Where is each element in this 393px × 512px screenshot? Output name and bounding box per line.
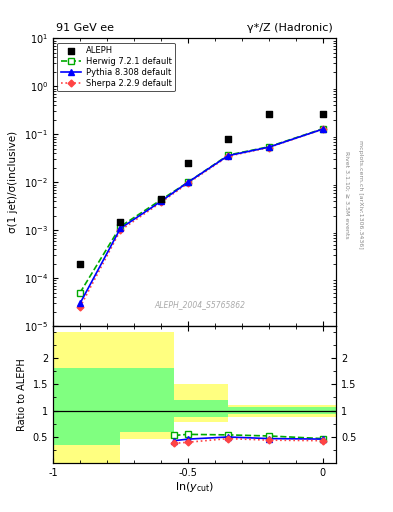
ALEPH (158, 195, 164, 203)
Sherpa 2.2.9 default (320, 126, 325, 133)
Sherpa 2.2.9 default (185, 180, 190, 186)
Herwig 7.2.1 default (185, 179, 190, 185)
Herwig 7.2.1 default (118, 223, 123, 229)
ALEPH (117, 218, 123, 226)
Pythia 8.308 default (320, 126, 325, 132)
Line: Sherpa 2.2.9 default: Sherpa 2.2.9 default (77, 127, 325, 310)
Pythia 8.308 default (185, 179, 190, 185)
Y-axis label: Ratio to ALEPH: Ratio to ALEPH (17, 358, 27, 431)
Pythia 8.308 default (158, 198, 163, 204)
Text: Rivet 3.1.10; ≥ 3.5M events: Rivet 3.1.10; ≥ 3.5M events (344, 151, 349, 239)
Text: mcplots.cern.ch [arXiv:1306.3436]: mcplots.cern.ch [arXiv:1306.3436] (358, 140, 363, 249)
Text: γ*/Z (Hadronic): γ*/Z (Hadronic) (248, 23, 333, 33)
ALEPH (266, 110, 272, 118)
Herwig 7.2.1 default (266, 144, 271, 150)
Herwig 7.2.1 default (320, 126, 325, 132)
Sherpa 2.2.9 default (226, 153, 231, 159)
Y-axis label: σ(1 jet)/σ(inclusive): σ(1 jet)/σ(inclusive) (8, 131, 18, 233)
Herwig 7.2.1 default (226, 152, 231, 158)
Sherpa 2.2.9 default (78, 304, 83, 310)
ALEPH (185, 159, 191, 167)
Line: Herwig 7.2.1 default: Herwig 7.2.1 default (77, 126, 325, 295)
Text: ALEPH_2004_S5765862: ALEPH_2004_S5765862 (155, 300, 246, 309)
ALEPH (77, 260, 83, 268)
Sherpa 2.2.9 default (118, 227, 123, 233)
Herwig 7.2.1 default (78, 290, 83, 296)
Sherpa 2.2.9 default (158, 200, 163, 206)
Sherpa 2.2.9 default (266, 144, 271, 151)
X-axis label: $\ln(y_{\rm cut})$: $\ln(y_{\rm cut})$ (175, 480, 214, 494)
ALEPH (225, 135, 231, 143)
Pythia 8.308 default (78, 301, 83, 307)
Pythia 8.308 default (226, 153, 231, 159)
Text: 91 GeV ee: 91 GeV ee (56, 23, 114, 33)
Pythia 8.308 default (118, 225, 123, 231)
ALEPH (320, 110, 326, 118)
Legend: ALEPH, Herwig 7.2.1 default, Pythia 8.308 default, Sherpa 2.2.9 default: ALEPH, Herwig 7.2.1 default, Pythia 8.30… (57, 42, 175, 92)
Line: Pythia 8.308 default: Pythia 8.308 default (77, 126, 325, 306)
Pythia 8.308 default (266, 144, 271, 150)
Herwig 7.2.1 default (158, 197, 163, 203)
